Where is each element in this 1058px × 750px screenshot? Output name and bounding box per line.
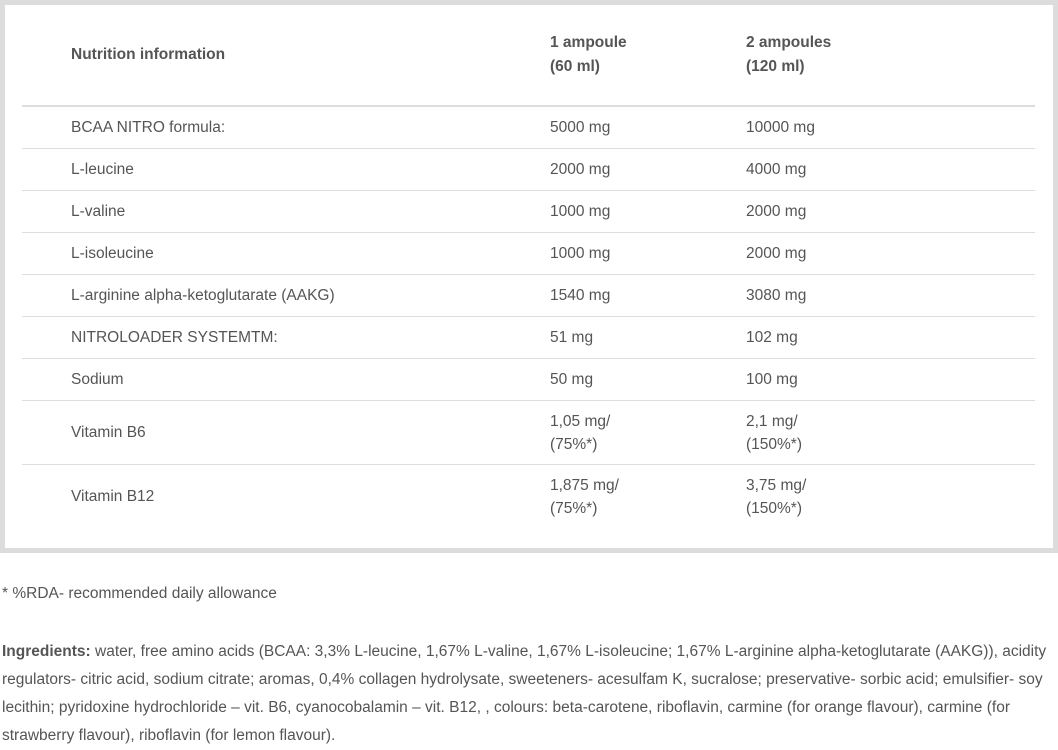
- cell-text: 2,1 mg/: [746, 412, 798, 430]
- cell-text: 5000 mg: [550, 118, 611, 136]
- cell-text: 1000 mg: [550, 244, 611, 262]
- value-1-ampoule: 1000 mg: [550, 190, 746, 233]
- cell-text: 3,75 mg/: [746, 476, 807, 494]
- ingredients-text: water, free amino acids (BCAA: 3,3% L-le…: [2, 643, 1047, 744]
- table-row: L-isoleucine 1000 mg 2000 mg: [22, 232, 1035, 275]
- cell-text: (150%*): [746, 435, 802, 453]
- cell-text: L-valine: [71, 202, 126, 220]
- value-1-ampoule: 51 mg: [550, 316, 746, 359]
- table-row: Sodium 50 mg 100 mg: [22, 358, 1035, 401]
- cell-text: 1,875 mg/: [550, 476, 619, 494]
- cell-text: 10000 mg: [746, 118, 815, 136]
- cell-text: (150%*): [746, 499, 802, 517]
- cell-text: Nutrition information: [71, 46, 226, 63]
- table-row: Vitamin B12 1,875 mg/ (75%*) 3,75 mg/ (150%*…: [22, 465, 1035, 529]
- nutrient-name: L-isoleucine: [22, 232, 550, 275]
- nutrient-name: Sodium: [22, 358, 550, 401]
- table-row: L-leucine 2000 mg 4000 mg: [22, 148, 1035, 191]
- cell-text: 50 mg: [550, 370, 594, 388]
- cell-text: 1,05 mg/: [550, 412, 611, 430]
- value-1-ampoule: 1,05 mg/ (75%*): [550, 400, 746, 465]
- table-row: BCAA NITRO formula: 5000 mg 10000 mg: [22, 106, 1035, 149]
- cell-text: 4000 mg: [746, 160, 807, 178]
- cell-text: Vitamin B12: [71, 488, 155, 505]
- cell-text: (75%*): [550, 499, 598, 517]
- nutrient-name: NITROLOADER SYSTEMTM:: [22, 316, 550, 359]
- table-row: NITROLOADER SYSTEMTM: 51 mg 102 mg: [22, 316, 1035, 359]
- nutrition-table: Nutrition information 1 ampoule (60 ml) 2 a…: [22, 5, 1035, 528]
- value-2-ampoules: 100 mg: [746, 358, 1035, 401]
- cell-text: (60 ml): [550, 58, 600, 75]
- value-1-ampoule: 5000 mg: [550, 106, 746, 149]
- header-cell: Nutrition information: [22, 5, 550, 107]
- value-1-ampoule: 2000 mg: [550, 148, 746, 191]
- cell-text: L-isoleucine: [71, 244, 154, 262]
- nutrient-name: Vitamin B6: [22, 400, 550, 465]
- header-cell: 2 ampoules (120 ml): [746, 5, 1035, 107]
- cell-text: BCAA NITRO formula:: [71, 118, 226, 136]
- header-cell: 1 ampoule (60 ml): [550, 5, 746, 107]
- value-1-ampoule: 50 mg: [550, 358, 746, 401]
- cell-text: 2000 mg: [746, 244, 807, 262]
- value-2-ampoules: 2,1 mg/ (150%*): [746, 400, 1035, 465]
- cell-text: 100 mg: [746, 370, 798, 388]
- value-2-ampoules: 3,75 mg/ (150%*): [746, 465, 1035, 529]
- cell-text: 2000 mg: [550, 160, 611, 178]
- value-2-ampoules: 4000 mg: [746, 148, 1035, 191]
- nutrition-table-panel: Nutrition information 1 ampoule (60 ml) 2 a…: [0, 0, 1058, 553]
- cell-text: L-arginine alpha-ketoglutarate (AAKG): [71, 286, 335, 304]
- table-row: L-valine 1000 mg 2000 mg: [22, 190, 1035, 233]
- cell-text: 1000 mg: [550, 202, 611, 220]
- value-2-ampoules: 10000 mg: [746, 106, 1035, 149]
- cell-text: 2 ampoules: [746, 34, 832, 51]
- nutrient-name: Vitamin B12: [22, 465, 550, 529]
- ingredients-label: Ingredients:: [2, 643, 91, 660]
- value-2-ampoules: 102 mg: [746, 316, 1035, 359]
- ingredients-paragraph: Ingredients: water, free amino acids (BC…: [2, 638, 1052, 750]
- cell-text: 3080 mg: [746, 286, 807, 304]
- cell-text: 102 mg: [746, 328, 798, 346]
- cell-text: L-leucine: [71, 160, 134, 178]
- value-2-ampoules: 2000 mg: [746, 232, 1035, 275]
- nutrient-name: L-valine: [22, 190, 550, 233]
- cell-text: Vitamin B6: [71, 424, 146, 441]
- value-2-ampoules: 3080 mg: [746, 274, 1035, 317]
- nutrient-name: BCAA NITRO formula:: [22, 106, 550, 149]
- rda-footnote: * %RDA- recommended daily allowance: [2, 585, 277, 602]
- cell-text: 2000 mg: [746, 202, 807, 220]
- cell-text: NITROLOADER SYSTEMTM:: [71, 328, 278, 346]
- table-row: Vitamin B6 1,05 mg/ (75%*) 2,1 mg/ (150%*): [22, 400, 1035, 465]
- cell-text: 1 ampoule: [550, 34, 627, 51]
- cell-text: 1540 mg: [550, 286, 611, 304]
- value-1-ampoule: 1540 mg: [550, 274, 746, 317]
- nutrient-name: L-leucine: [22, 148, 550, 191]
- cell-text: Sodium: [71, 370, 124, 388]
- table-row: L-arginine alpha-ketoglutarate (AAKG) 154…: [22, 274, 1035, 317]
- value-1-ampoule: 1000 mg: [550, 232, 746, 275]
- table-header-row: Nutrition information 1 ampoule (60 ml) 2 a…: [22, 5, 1035, 107]
- value-2-ampoules: 2000 mg: [746, 190, 1035, 233]
- nutrient-name: L-arginine alpha-ketoglutarate (AAKG): [22, 274, 550, 317]
- cell-text: (75%*): [550, 435, 598, 453]
- cell-text: 51 mg: [550, 328, 594, 346]
- cell-text: (120 ml): [746, 58, 805, 75]
- value-1-ampoule: 1,875 mg/ (75%*): [550, 465, 746, 529]
